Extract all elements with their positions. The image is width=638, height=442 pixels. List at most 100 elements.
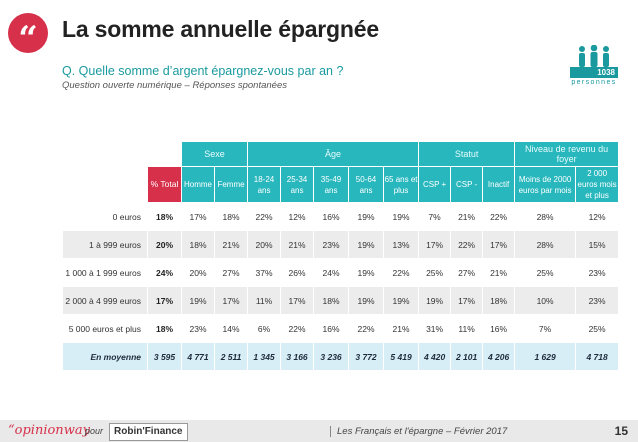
page-number: 15 [614,424,628,438]
table-row: 0 euros 18% 17% 18% 22% 12% 16% 19% 19% 7% 21% 22% 2… [63,203,618,230]
table-cell: 3 236 [314,343,349,370]
column-header: 35-49 ans [314,167,349,202]
table-cell: 15% [576,231,619,258]
sample-size-badge: 1038 personnes [570,45,618,89]
column-header: % Total [148,167,181,202]
average-row: En moyenne 3 595 4 771 2 511 1 345 3 166 3 236… [63,343,619,370]
table-cell: 19% [357,267,375,278]
group-header-statut: Statut [419,142,515,166]
table-cell: 23% [576,287,619,314]
table-cell: 17% [148,287,181,314]
partner-logo: Robin'Finance [109,423,188,441]
table-cell: 20% [248,231,281,258]
column-header: 50-64 ans [349,167,384,202]
footer-pour: pour [85,426,104,436]
table-cell: 23% [588,267,606,278]
column-header: 18-24 ans [248,167,281,202]
opinionway-logo: “opinionway [8,423,90,438]
table-row: 5 000 euros et plus 18% 23% 14% 6% 22% 16% 22% 2… [63,315,618,342]
table-cell: 13% [384,231,419,258]
table-row: 1 à 999 euros 20% 18% 21% 20% 21% 23% 19% 13% 17%… [63,231,619,258]
table-cell: 12% [588,211,606,222]
table-cell: 17% [215,287,248,314]
table-cell: 25% [426,267,444,278]
sample-count: 1038 [570,67,618,78]
row-label: 0 euros [112,211,141,222]
sample-label: personnes [571,79,617,86]
row-label: 5 000 euros et plus [68,323,141,334]
table-cell: 4 420 [419,343,451,370]
table-cell: 27% [222,267,240,278]
table-cell: 21% [215,231,248,258]
table-cell: 31% [426,323,444,334]
table-cell: 4 206 [483,343,515,370]
table-cell: 4 771 [182,343,214,370]
question-subtitle: Question ouverte numérique – Réponses sp… [62,80,287,91]
table-cell: 19% [357,211,375,222]
table-cell: 27% [458,267,476,278]
table-cell: 25% [588,323,606,334]
column-header: Moins de 2000 euros par mois [515,167,576,202]
results-table: Sexe Âge Statut Niveau de revenu du foye… [62,141,619,371]
group-header-sexe: Sexe [182,142,248,166]
table-cell: 10% [515,287,576,314]
table-cell: 22% [490,211,508,222]
table-row: 1 000 à 1 999 euros 24% 20% 27% 37% 26% 24% 19%… [63,259,618,286]
table-cell: 1 629 [515,343,576,370]
table-cell: 21% [281,231,314,258]
table-cell: 1 345 [248,343,281,370]
table-cell: 6% [257,323,271,334]
table-cell: 23% [314,231,349,258]
table-cell: 22% [357,323,375,334]
table-row: 2 000 à 4 999 euros 17% 19% 17% 11% 17% 18% 19%… [63,287,619,314]
column-header: Inactif [483,167,515,202]
table-cell: 20% [189,267,207,278]
table-cell: 16% [322,211,340,222]
table-cell: 19% [349,231,384,258]
table-cell: 19% [384,287,419,314]
column-header: CSP - [451,167,483,202]
table-cell: 24% [322,267,340,278]
table-cell: 18% [222,211,240,222]
group-header-row: Sexe Âge Statut Niveau de revenu du foye… [63,142,619,166]
table-cell: 2 511 [215,343,248,370]
column-header: 65 ans et plus [384,167,419,202]
quote-badge-icon: “ [8,13,48,59]
table-cell: 20% [148,231,181,258]
table-cell: 3 772 [349,343,384,370]
column-header-row: % Total Homme Femme 18-24 ans 25-34 ans … [63,167,619,202]
column-header: 2 000 euros mois et plus [576,167,619,202]
table-cell: 17% [451,287,483,314]
table-cell: 12% [288,211,306,222]
table-cell: 19% [392,211,410,222]
footer-bar: “opinionway pour Robin'Finance Les Franç… [0,420,638,442]
table-cell: 18% [155,323,173,334]
table-cell: 21% [392,323,410,334]
table-cell: 7% [428,211,441,222]
table-cell: 4 718 [576,343,619,370]
row-label: 2 000 à 4 999 euros [63,287,147,314]
table-cell: 21% [490,267,508,278]
table-cell: 37% [255,267,273,278]
table-cell: 26% [288,267,306,278]
table-cell: 18% [314,287,349,314]
group-header-age: Âge [248,142,419,166]
table-cell: 7% [538,323,552,334]
column-header: Homme [182,167,214,202]
table-cell: 17% [189,211,207,222]
table-cell: 23% [189,323,207,334]
table-cell: 28% [536,211,554,222]
page-title: La somme annuelle épargnée [62,16,379,42]
table-cell: 19% [349,287,384,314]
table-cell: 17% [483,231,515,258]
group-header-revenu: Niveau de revenu du foyer [515,142,619,166]
table-cell: 28% [515,231,576,258]
table-cell: 22% [392,267,410,278]
table-cell: 3 166 [281,343,314,370]
table-cell: 16% [490,323,508,334]
table-cell: 17% [281,287,314,314]
column-header: 25-34 ans [281,167,314,202]
table-cell: 3 595 [148,343,181,370]
table-cell: 19% [182,287,214,314]
table-cell: 2 101 [451,343,483,370]
